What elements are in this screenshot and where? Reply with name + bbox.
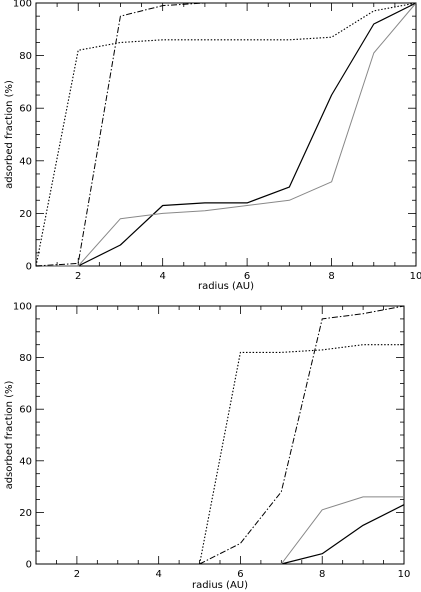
plot-frame	[35, 2, 417, 267]
series-line-solid	[281, 504, 405, 565]
plot-frame	[35, 305, 405, 565]
y-tick-label: 40	[19, 156, 32, 167]
y-tick-label: 40	[19, 456, 32, 467]
series-line-dotted	[199, 344, 404, 565]
y-tick-label: 60	[19, 405, 32, 416]
x-tick-label: 6	[244, 271, 250, 282]
y-tick-label: 80	[19, 51, 32, 62]
y-tick-label: 80	[19, 353, 32, 364]
x-tick-label: 4	[155, 569, 161, 580]
y-tick-label: 20	[19, 209, 32, 220]
y-axis-label: adsorbed fraction (%)	[4, 380, 15, 489]
x-axis-label: radius (AU)	[192, 580, 248, 591]
x-tick-label: 10	[398, 569, 411, 580]
x-tick-label: 8	[328, 271, 334, 282]
y-tick-label: 100	[13, 0, 32, 10]
y-axis-label: adsorbed fraction (%)	[4, 80, 15, 189]
series-line-solid	[36, 2, 417, 267]
y-tick-label: 0	[26, 560, 32, 571]
x-tick-label: 2	[75, 271, 81, 282]
y-tick-label: 20	[19, 508, 32, 519]
y-tick-label: 60	[19, 104, 32, 115]
x-tick-label: 6	[237, 569, 243, 580]
series-line-dash-dot	[199, 305, 405, 565]
series-line-dash-dot	[35, 2, 416, 267]
y-tick-label: 100	[13, 302, 32, 313]
x-tick-label: 10	[410, 271, 421, 282]
x-tick-label: 4	[159, 271, 165, 282]
x-axis-label: radius (AU)	[198, 281, 254, 292]
series-line-gray	[36, 2, 417, 267]
x-tick-label: 2	[74, 569, 80, 580]
y-tick-label: 0	[26, 262, 32, 273]
series-line-gray	[280, 496, 404, 565]
x-tick-label: 8	[319, 569, 325, 580]
series-line-dotted	[35, 2, 417, 267]
